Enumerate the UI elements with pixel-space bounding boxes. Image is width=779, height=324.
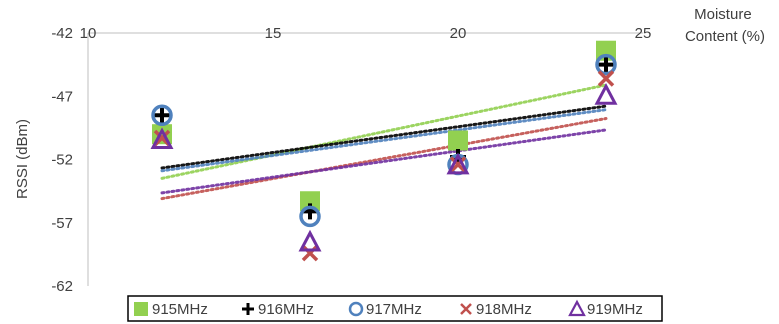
- trendlines: [160, 83, 608, 201]
- data-point-916MHz: [598, 56, 614, 73]
- legend-item-918MHz: 918MHz: [460, 301, 532, 318]
- data-point-915MHz: [448, 130, 468, 151]
- data-point-918MHz: [449, 156, 467, 173]
- legend-marker-916MHz: [242, 303, 254, 315]
- trendline-917MHz: [160, 108, 608, 173]
- x-tick-label: 25: [635, 25, 652, 42]
- x-tick-labels: 10 15 20 25: [80, 25, 652, 42]
- x-tick-label: 20: [450, 25, 467, 42]
- legend-marker-917MHz: [348, 301, 364, 317]
- y-tick-label: -52: [51, 152, 73, 169]
- y-tick-label: -42: [51, 25, 73, 42]
- legend-item-919MHz: 919MHz: [568, 299, 643, 318]
- data-markers: [150, 40, 618, 262]
- data-point-917MHz: [299, 205, 321, 228]
- y-tick-label: -57: [51, 215, 73, 232]
- legend-item-915MHz: 915MHz: [134, 301, 208, 318]
- x-axis-label-line-1: Moisture: [694, 6, 752, 23]
- y-tick-label: -47: [51, 88, 73, 105]
- legend-item-916MHz: 916MHz: [242, 301, 314, 318]
- data-point-918MHz: [597, 70, 615, 87]
- data-point-919MHz: [446, 152, 470, 175]
- x-axis-label: Moisture Content (%): [685, 6, 765, 45]
- trendline-916MHz: [160, 104, 608, 170]
- x-axis-label-line-2: Content (%): [685, 28, 765, 45]
- y-axis-label: RSSI (dBm): [14, 119, 31, 199]
- trendline-919MHz: [160, 128, 608, 195]
- legend-label-916MHz: 916MHz: [258, 301, 314, 318]
- data-point-919MHz: [298, 229, 322, 252]
- data-point-915MHz: [300, 191, 320, 212]
- data-point-917MHz: [595, 53, 617, 76]
- legend-label-919MHz: 919MHz: [587, 301, 643, 318]
- data-point-918MHz: [301, 244, 319, 262]
- trendline-918MHz: [160, 117, 608, 201]
- legend-marker-915MHz: [134, 302, 148, 316]
- data-point-919MHz: [594, 83, 618, 105]
- legend-marker-919MHz: [568, 299, 586, 317]
- y-tick-labels: -42 -47 -52 -57 -62: [51, 25, 73, 295]
- trendline-915MHz: [160, 83, 608, 180]
- legend-label-918MHz: 918MHz: [476, 301, 532, 318]
- data-point-919MHz: [150, 127, 174, 150]
- legend: 915MHz 916MHz 917MHz 918MHz 919MHz: [127, 295, 663, 322]
- data-point-918MHz: [153, 129, 171, 147]
- data-point-917MHz: [151, 104, 173, 126]
- legend-label-915MHz: 915MHz: [152, 301, 208, 318]
- x-tick-label: 15: [265, 25, 282, 42]
- data-point-916MHz: [154, 107, 170, 124]
- y-tick-label: -62: [51, 278, 73, 295]
- legend-item-917MHz: 917MHz: [348, 301, 422, 318]
- legend-box: [127, 295, 663, 322]
- legend-marker-918MHz: [460, 303, 472, 315]
- plot-area: [87, 32, 643, 286]
- legend-label-917MHz: 917MHz: [366, 301, 422, 318]
- x-tick-label: 10: [80, 25, 97, 42]
